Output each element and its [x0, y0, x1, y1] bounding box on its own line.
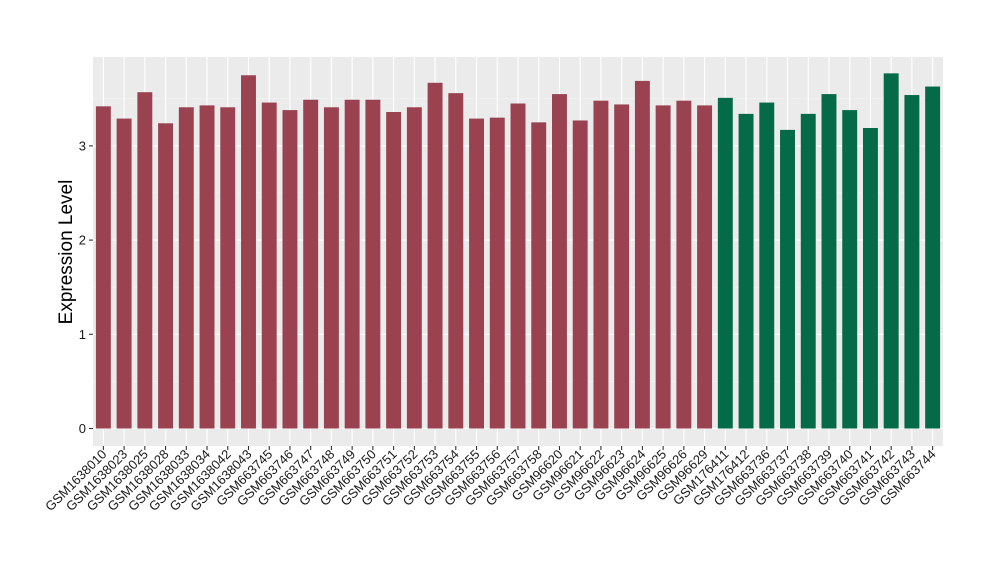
bar: [344, 99, 360, 429]
bar: [862, 128, 878, 429]
bar: [95, 106, 111, 429]
bar: [842, 110, 858, 429]
bar: [614, 104, 630, 429]
bar: [241, 75, 256, 429]
bar: [365, 99, 381, 429]
y-axis-title: Expression Level: [56, 180, 77, 325]
y-tick-label: 1: [79, 327, 86, 342]
bar: [469, 118, 484, 429]
bar: [676, 100, 692, 429]
bar: [427, 82, 443, 429]
bar: [925, 86, 941, 429]
bar: [904, 95, 920, 429]
y-axis: 0 1 2 3: [79, 138, 93, 436]
bar: [303, 99, 319, 429]
bar: [593, 100, 609, 429]
bar: [634, 80, 650, 429]
bar: [199, 105, 215, 429]
bar: [821, 94, 837, 429]
bar: [178, 107, 194, 429]
bar: [655, 105, 671, 429]
bar: [448, 93, 464, 429]
bar: [759, 102, 775, 429]
bar: [800, 113, 816, 429]
bar: [717, 97, 733, 429]
bar: [220, 107, 236, 429]
bar: [697, 105, 713, 429]
bar: [510, 103, 526, 429]
y-tick-label: 3: [79, 138, 86, 153]
bar: [489, 117, 505, 429]
bar: [261, 102, 277, 429]
y-tick-label: 2: [79, 233, 86, 248]
bar: [531, 122, 547, 429]
bar: [738, 113, 754, 429]
bar: [386, 111, 402, 429]
bar: [137, 92, 153, 429]
y-tick-label: 0: [79, 421, 86, 436]
bar: [572, 120, 588, 429]
bar: [158, 123, 174, 429]
bar: [406, 107, 422, 429]
bar: [282, 110, 298, 429]
bar: [116, 118, 132, 429]
x-axis: GSM1638010GSM1638023GSM1638025GSM1638028…: [42, 446, 939, 514]
bars: [95, 73, 941, 429]
bar: [780, 129, 795, 429]
bar: [323, 107, 339, 429]
bar: [883, 73, 899, 429]
bar: [552, 94, 567, 429]
